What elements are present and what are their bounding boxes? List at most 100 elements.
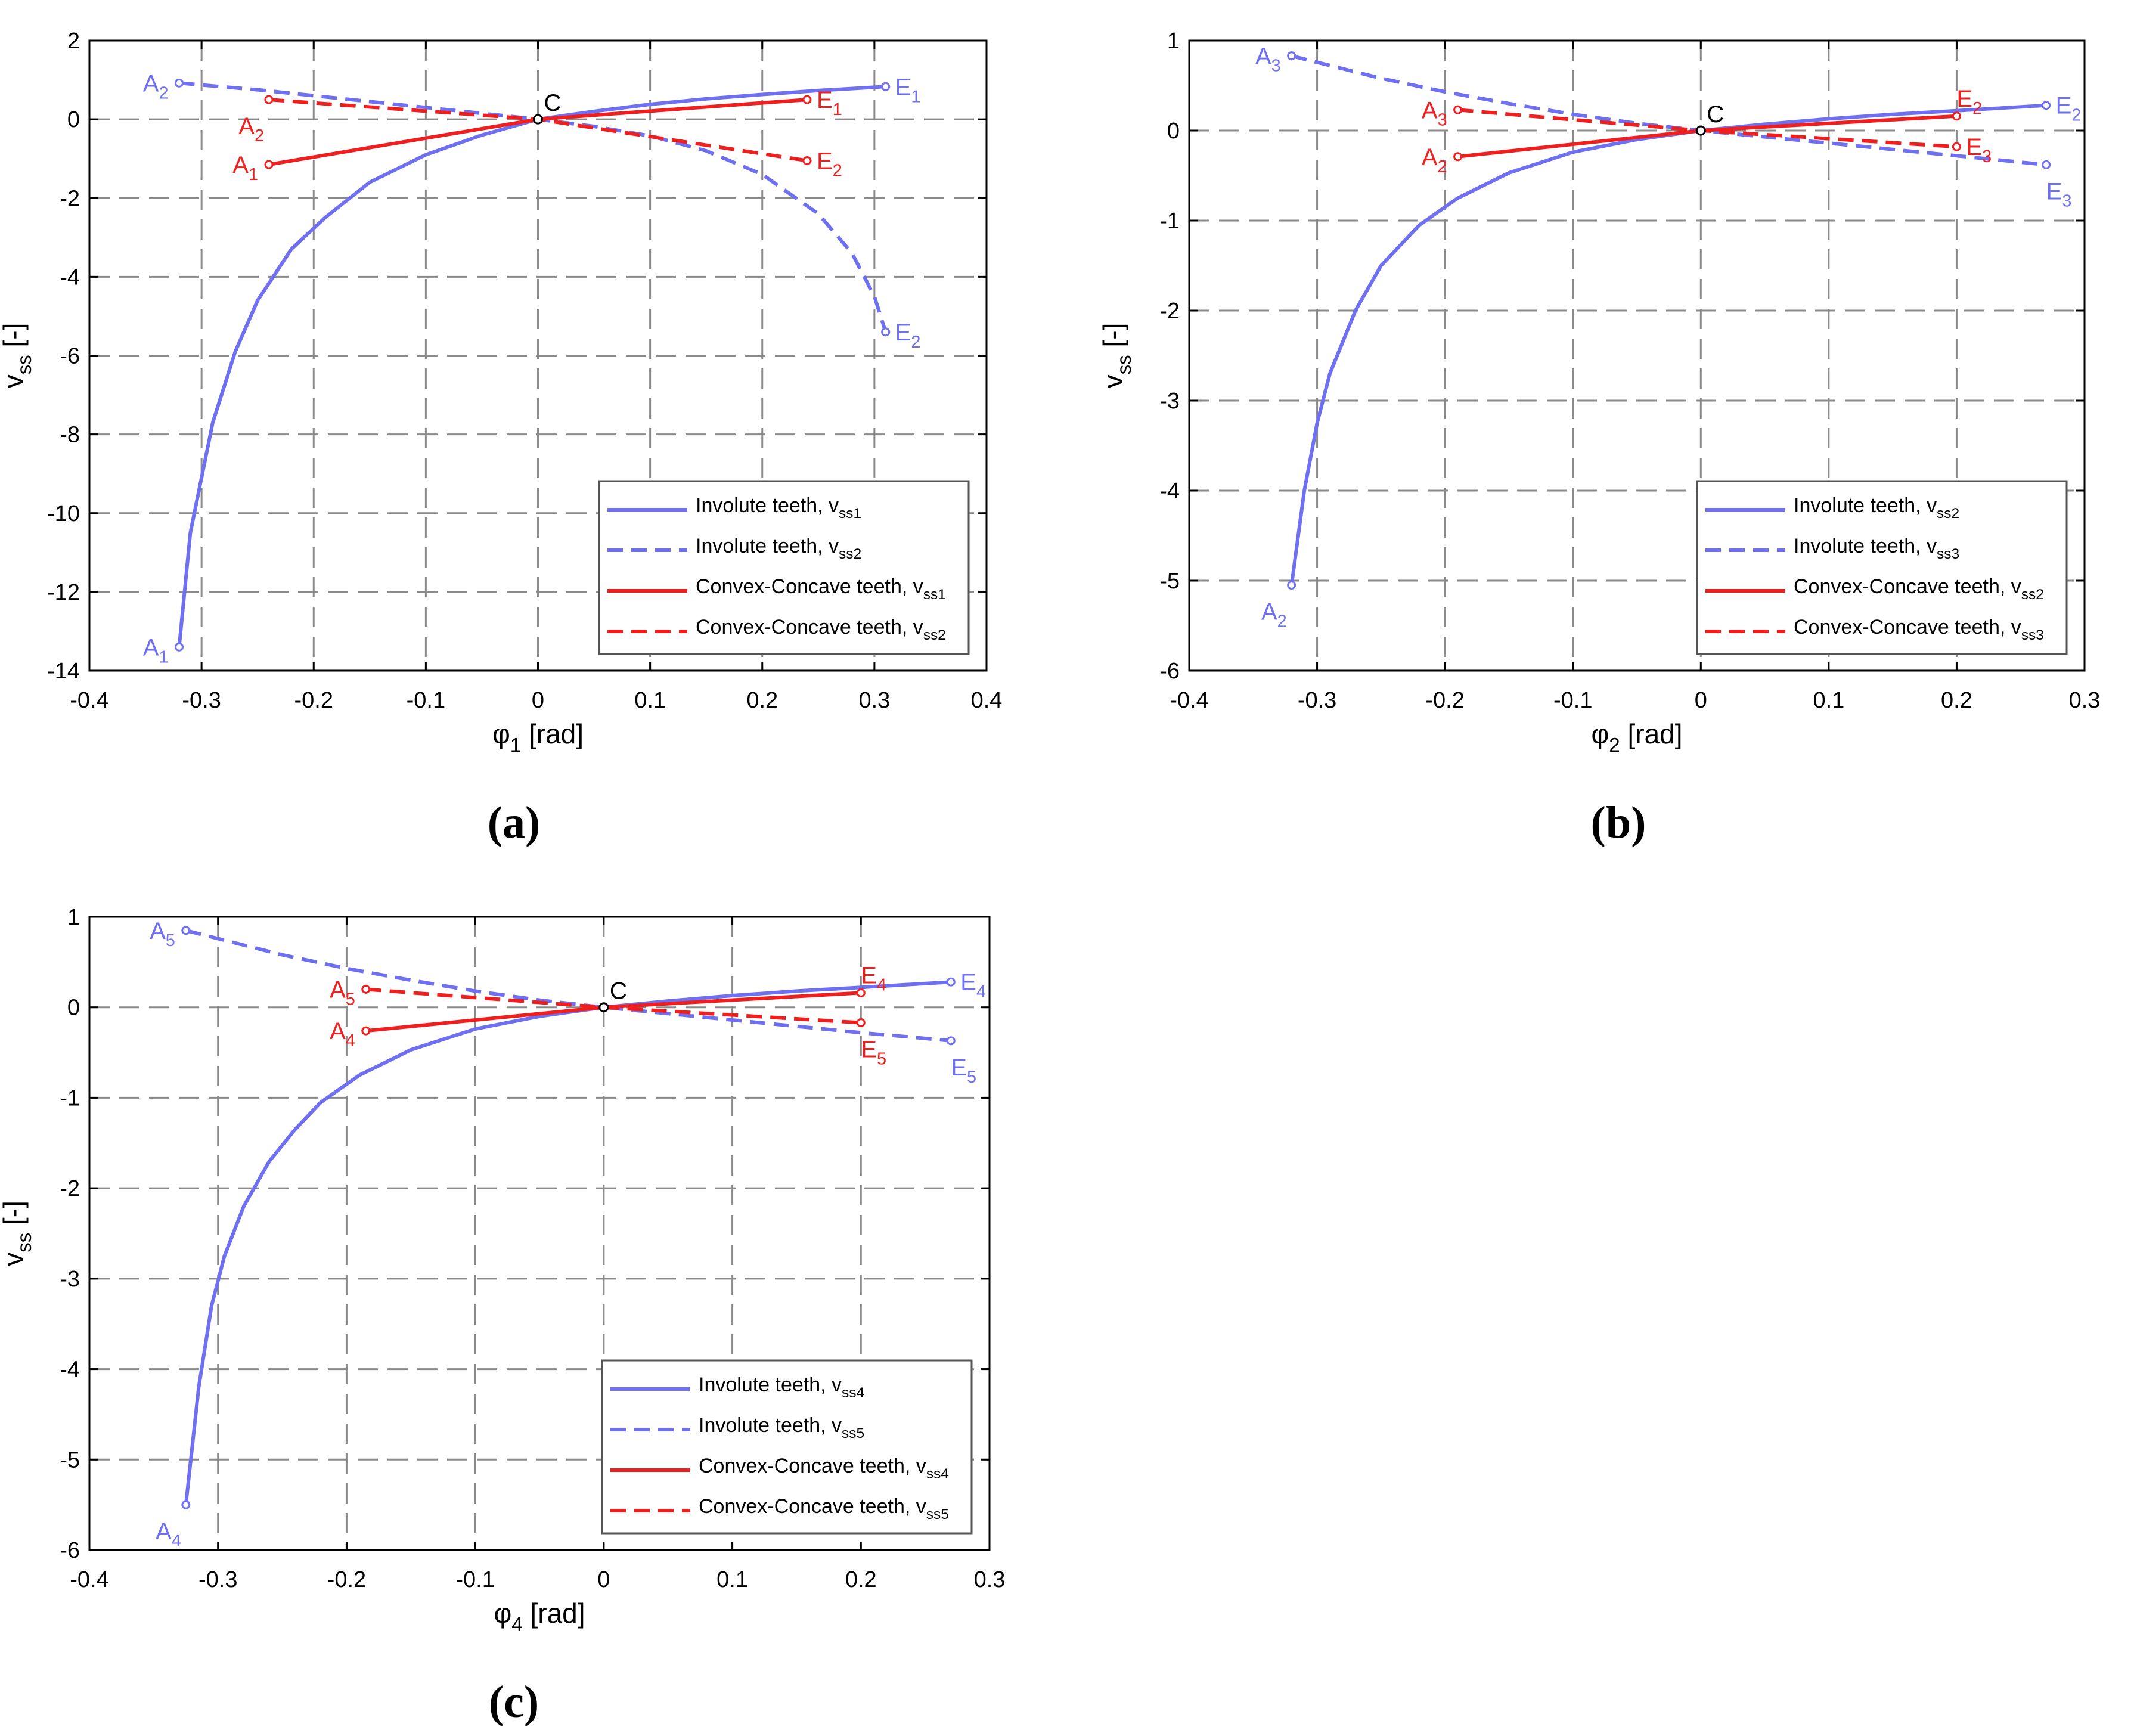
point-label-e2-base: E bbox=[817, 148, 833, 174]
point-label-e5: E5 bbox=[861, 1037, 886, 1069]
endpoint-marker bbox=[946, 1036, 956, 1046]
point-label-a2: A2 bbox=[1261, 599, 1287, 631]
point-label-a3-base: A bbox=[1422, 97, 1438, 123]
point-label-a4-base: A bbox=[156, 1518, 172, 1545]
y-axis-label-sub: ss bbox=[1113, 355, 1136, 374]
y-tick-label: -2 bbox=[60, 186, 80, 211]
endpoint-marker bbox=[2042, 101, 2051, 110]
x-tick-label: 0.2 bbox=[845, 1567, 877, 1592]
x-tick-label: 0 bbox=[1695, 688, 1707, 713]
point-label-a5: A5 bbox=[150, 918, 175, 950]
endpoint-marker bbox=[856, 1018, 866, 1028]
legend-label-sub: ss2 bbox=[1937, 506, 1959, 522]
x-tick-label: -0.1 bbox=[1553, 688, 1592, 713]
legend-label: Involute teeth, vss1 bbox=[696, 494, 861, 522]
endpoint-marker bbox=[881, 82, 891, 91]
series-line-involute-ss4-solid bbox=[184, 980, 951, 1505]
endpoint-marker bbox=[1287, 51, 1296, 61]
point-label-a5-base: A bbox=[150, 918, 166, 944]
point-label-a2-sub: 2 bbox=[1277, 612, 1287, 631]
point-label-e2-sub: 2 bbox=[911, 333, 920, 352]
x-tick-label: -0.2 bbox=[1425, 688, 1464, 713]
endpoint-marker bbox=[264, 160, 274, 169]
point-label-c-base: C bbox=[610, 978, 627, 1005]
point-label-a5-sub: 5 bbox=[346, 990, 355, 1009]
axes-frame bbox=[88, 916, 991, 1551]
endpoint-marker bbox=[1952, 111, 1961, 121]
x-tick-label: -0.3 bbox=[182, 688, 221, 713]
endpoint-marker bbox=[175, 642, 184, 652]
point-label-e3-base: E bbox=[2046, 178, 2062, 204]
endpoint-marker bbox=[881, 327, 891, 337]
y-tick-label: 2 bbox=[67, 29, 80, 54]
point-label-e3-sub: 3 bbox=[1982, 147, 1992, 166]
y-axis-label: vss [-] bbox=[1097, 323, 1136, 389]
legend-label-sub: ss4 bbox=[926, 1466, 949, 1482]
point-label-a4: A4 bbox=[156, 1518, 181, 1551]
point-label-e1-base: E bbox=[817, 87, 833, 113]
y-tick-label: -1 bbox=[60, 1086, 80, 1111]
point-label-a3-base: A bbox=[1255, 44, 1271, 70]
endpoint-marker bbox=[1287, 581, 1296, 590]
x-axis-label-unit: [rad] bbox=[1620, 718, 1683, 749]
point-label-a1-sub: 1 bbox=[159, 647, 168, 666]
x-tick-label: 0.1 bbox=[634, 688, 666, 713]
x-tick-label: 0.2 bbox=[746, 688, 778, 713]
point-label-c-base: C bbox=[1707, 101, 1724, 128]
x-tick-label: -0.4 bbox=[70, 688, 108, 713]
y-tick-label: -5 bbox=[1159, 569, 1180, 594]
point-label-e1-sub: 1 bbox=[911, 87, 920, 106]
y-tick-label: 1 bbox=[67, 905, 80, 930]
series-line-involute-ss3-dashed bbox=[1291, 54, 2046, 167]
y-tick-label: -2 bbox=[1159, 299, 1180, 324]
x-tick-label: -0.1 bbox=[407, 688, 445, 713]
legend-label: Convex-Concave teeth, vss4 bbox=[699, 1455, 949, 1482]
y-tick-label: -14 bbox=[47, 659, 80, 684]
legend-label: Convex-Concave teeth, vss3 bbox=[1794, 616, 2044, 643]
x-axis-label: φ1 [rad] bbox=[492, 718, 584, 757]
chart-panel-c: -0.4 -0.3 -0.2 -0.1 0 0.1 0.2 0.3 -6 -5 -4 -3 -2 -1 0 1… bbox=[0, 905, 1005, 1636]
y-axis-label-base: v bbox=[0, 374, 29, 388]
legend-label-base: Involute teeth, v bbox=[699, 1374, 842, 1396]
x-tick-label: 0.3 bbox=[974, 1567, 1006, 1592]
point-label-e5: E5 bbox=[951, 1055, 976, 1087]
point-label-a2: A2 bbox=[1422, 144, 1447, 176]
y-tick-label: -6 bbox=[60, 1538, 80, 1563]
endpoint-marker bbox=[1453, 152, 1463, 162]
point-label-a5-base: A bbox=[330, 976, 346, 1003]
x-axis-label-unit: [rad] bbox=[521, 718, 584, 749]
endpoint-marker bbox=[175, 78, 184, 88]
y-axis-label-unit: [-] bbox=[1097, 323, 1128, 355]
legend-label-sub: ss5 bbox=[842, 1425, 864, 1442]
point-label-e5-base: E bbox=[951, 1055, 967, 1081]
x-tick-label: -0.4 bbox=[1170, 688, 1208, 713]
x-tick-label: 0.2 bbox=[1941, 688, 1972, 713]
legend-label: Involute teeth, vss2 bbox=[696, 535, 861, 562]
point-label-a2: A2 bbox=[238, 113, 264, 145]
point-label-e3-sub: 3 bbox=[2062, 191, 2071, 210]
point-label-a3: A3 bbox=[1422, 97, 1447, 129]
point-label-e1-base: E bbox=[895, 74, 911, 100]
legend-label-base: Convex-Concave teeth, v bbox=[699, 1495, 926, 1518]
y-tick-label: 1 bbox=[1167, 29, 1180, 54]
x-axis-label-sub: 4 bbox=[511, 1614, 522, 1636]
legend-label: Convex-Concave teeth, vss2 bbox=[1794, 575, 2044, 603]
point-label-e4: E4 bbox=[960, 969, 986, 1002]
point-label-a4-base: A bbox=[330, 1018, 346, 1044]
legend-label: Convex-Concave teeth, vss2 bbox=[696, 616, 946, 643]
endpoint-marker bbox=[856, 988, 866, 997]
legend-label-base: Convex-Concave teeth, v bbox=[1794, 616, 2021, 638]
point-label-c: C bbox=[1707, 101, 1724, 128]
y-tick-label: -1 bbox=[1159, 209, 1180, 234]
y-tick-label: -3 bbox=[1159, 389, 1180, 414]
series-line-involute-ss1-solid bbox=[177, 85, 886, 647]
x-axis-label: φ4 [rad] bbox=[494, 1598, 585, 1636]
center-point-marker bbox=[598, 1002, 609, 1013]
x-axis-label-base: φ bbox=[1591, 718, 1609, 749]
x-tick-label: -0.1 bbox=[455, 1567, 494, 1592]
endpoint-marker bbox=[802, 156, 812, 165]
series-line-involute-ss2-dashed bbox=[179, 81, 888, 333]
point-label-a2-sub: 2 bbox=[255, 126, 264, 145]
legend-label-base: Involute teeth, v bbox=[1794, 494, 1937, 517]
endpoint-marker bbox=[1453, 105, 1463, 114]
